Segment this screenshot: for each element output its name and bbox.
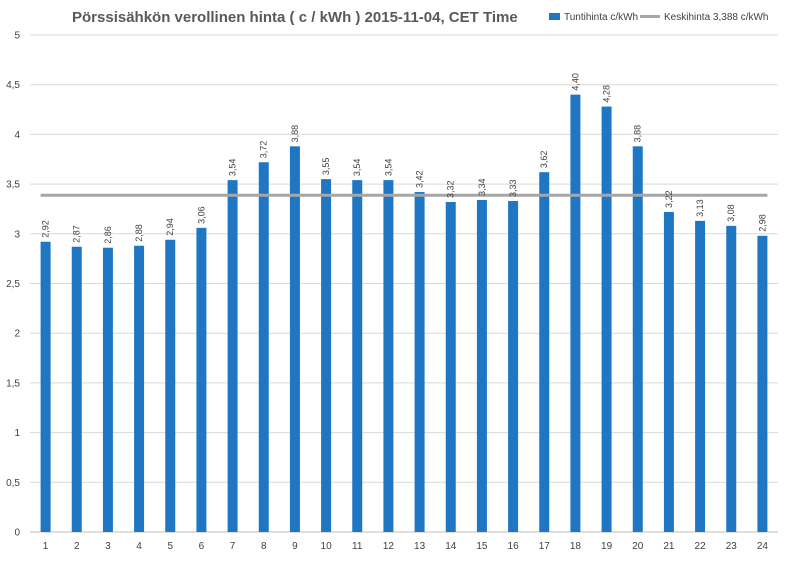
x-tick-label: 19 [601,541,613,552]
data-label: 3,13 [695,199,705,217]
data-label: 3,33 [508,179,518,197]
data-label: 3,88 [633,125,643,143]
data-label: 3,06 [196,206,206,224]
data-label: 3,42 [415,171,425,189]
x-tick-label: 16 [508,541,520,552]
legend-bar-label: Tuntihinta c/kWh [564,12,638,23]
bar [71,246,82,533]
x-tick-label: 21 [663,541,675,552]
y-tick-label: 1 [14,428,20,439]
bar [695,220,706,533]
data-label: 3,88 [290,125,300,143]
bar [663,211,674,532]
bar [414,192,425,532]
x-tick-label: 24 [757,541,769,552]
bar [352,180,363,532]
x-tick-label: 7 [230,541,236,552]
x-tick-label: 15 [476,541,488,552]
legend: Tuntihinta c/kWh Keskihinta 3,388 c/kWh [549,12,769,23]
data-label: 3,54 [383,159,393,177]
bar [508,200,519,533]
data-label: 3,55 [321,158,331,176]
data-label: 3,22 [664,190,674,208]
legend-bar-swatch [549,13,560,20]
x-tick-label: 11 [352,541,363,552]
x-axis-ticks: 1 2 3 4 5 6 7 8 9 10 11 12 13 14 15 16 17 18 19 20 21 22 23 24 [43,541,769,552]
x-tick-label: 2 [74,541,80,552]
bar [601,106,612,533]
x-tick-label: 14 [445,541,457,552]
x-tick-label: 17 [539,541,551,552]
x-tick-label: 5 [167,541,173,552]
x-tick-label: 20 [632,541,644,552]
data-label: 2,87 [72,225,82,243]
chart-title: Pörssisähkön verollinen hinta ( c / kWh … [72,9,518,26]
data-label: 2,86 [103,226,113,244]
data-label: 2,92 [41,220,51,238]
x-tick-label: 23 [726,541,738,552]
data-label: 3,32 [446,180,456,198]
data-label: 3,62 [539,151,549,169]
y-tick-label: 0,5 [6,478,20,489]
data-label: 2,88 [134,224,144,242]
x-tick-label: 13 [414,541,426,552]
data-label: 4,40 [570,73,580,91]
y-tick-label: 1,5 [6,378,20,389]
bar [726,225,737,532]
legend-line-label: Keskihinta 3,388 c/kWh [664,12,769,23]
x-tick-label: 22 [695,541,707,552]
bar [757,235,768,532]
data-labels: 2,92 2,87 2,86 2,88 2,94 3,06 3,54 3,72 3,88 3,55… [41,73,768,244]
x-tick-label: 6 [199,541,205,552]
x-tick-label: 1 [43,541,49,552]
bar [632,146,643,532]
y-axis-ticks: 0 0,5 1 1,5 2 2,5 3 3,5 4 4,5 5 [6,31,20,539]
bar [289,146,300,532]
y-tick-label: 5 [14,31,20,42]
bar [539,172,550,532]
bar [383,180,394,532]
y-tick-label: 4 [14,130,20,141]
bar [40,241,51,532]
y-tick-label: 3,5 [6,180,20,191]
y-tick-label: 2,5 [6,279,20,290]
y-tick-label: 2 [14,329,20,340]
bar [321,179,332,532]
y-tick-label: 0 [14,528,20,539]
bars [40,94,768,533]
x-tick-label: 3 [105,541,111,552]
data-label: 4,28 [602,85,612,103]
bar [476,200,487,532]
y-tick-label: 3 [14,229,20,240]
data-label: 3,72 [259,141,269,159]
x-tick-label: 18 [570,541,582,552]
bar [134,245,145,532]
data-label: 3,34 [477,178,487,196]
bar [227,180,238,532]
gridlines [30,34,778,533]
data-label: 3,54 [352,159,362,177]
bar [165,239,176,532]
bar [102,247,113,532]
bar [196,227,207,532]
bar [258,162,269,532]
x-tick-label: 4 [136,541,142,552]
x-tick-label: 9 [292,541,298,552]
data-label: 2,94 [165,218,175,236]
y-tick-label: 4,5 [6,80,20,91]
data-label: 2,98 [757,214,767,232]
x-tick-label: 8 [261,541,267,552]
x-tick-label: 12 [383,541,395,552]
bar [445,201,456,532]
data-label: 3,08 [726,204,736,222]
x-tick-label: 10 [321,541,333,552]
bar [570,94,581,532]
data-label: 3,54 [228,159,238,177]
